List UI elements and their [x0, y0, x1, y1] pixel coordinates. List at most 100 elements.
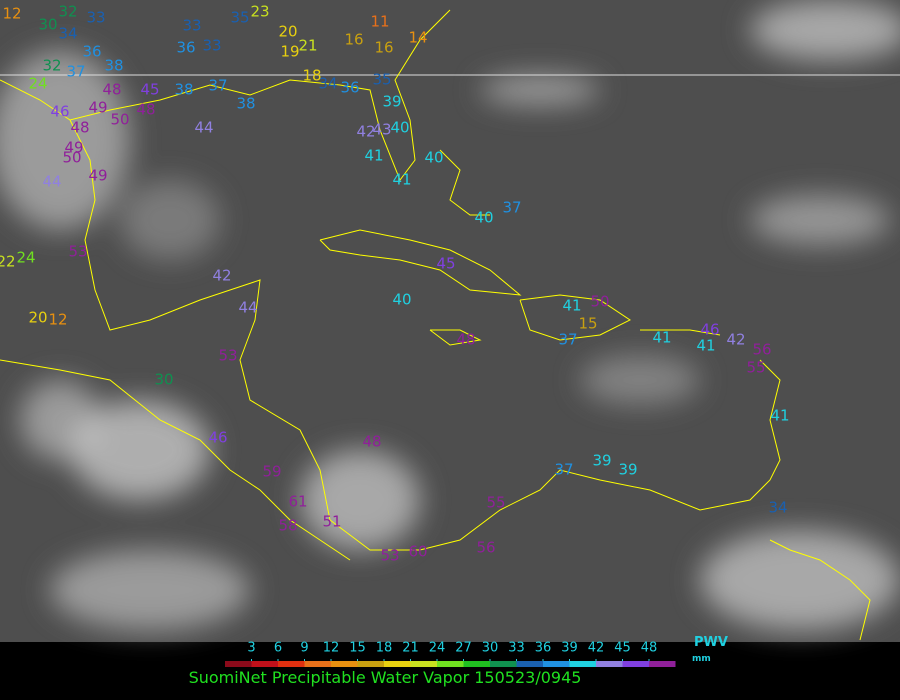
station-value: 20 [28, 309, 47, 327]
station-value: 41 [770, 407, 789, 425]
station-value: 49 [88, 167, 107, 185]
station-value: 49 [88, 99, 107, 117]
station-value: 38 [174, 81, 193, 99]
station-value: 33 [202, 37, 221, 55]
station-value: 42 [726, 331, 745, 349]
colorbar-segment [331, 661, 358, 667]
colorbar-segment [304, 661, 331, 667]
colorbar-segment [622, 661, 649, 667]
station-value: 46 [700, 321, 719, 339]
legend-tick-label: 21 [402, 641, 419, 656]
station-value: 30 [38, 16, 57, 34]
station-value: 24 [16, 249, 35, 267]
station-value: 55 [486, 494, 505, 512]
legend-tick-label: 3 [247, 641, 255, 656]
station-value: 40 [390, 119, 409, 137]
station-value: 45 [436, 255, 455, 273]
colorbar-segment [490, 661, 517, 667]
station-value: 48 [362, 433, 381, 451]
station-value: 61 [288, 493, 307, 511]
colorbar-segment [463, 661, 490, 667]
station-value: 58 [278, 517, 297, 535]
clouds [0, 0, 900, 630]
legend-tick-label: 42 [588, 641, 605, 656]
satellite-image [0, 0, 900, 642]
station-value: 22 [0, 253, 16, 271]
station-value: 37 [554, 461, 573, 479]
station-value: 39 [618, 461, 637, 479]
station-value: 15 [578, 315, 597, 333]
colorbar-segment [516, 661, 543, 667]
station-value: 51 [322, 513, 341, 531]
station-value: 30 [154, 371, 173, 389]
colorbar-segment [569, 661, 596, 667]
station-value: 49 [64, 139, 83, 157]
station-value: 34 [768, 499, 787, 517]
station-value: 50 [590, 293, 609, 311]
station-value: 55 [746, 359, 765, 377]
station-value: 34 [318, 75, 337, 93]
station-value: 41 [562, 297, 581, 315]
colorbar-segment [225, 661, 252, 667]
station-value: 48 [102, 81, 121, 99]
station-value: 45 [140, 81, 159, 99]
station-value: 53 [380, 547, 399, 565]
station-value: 44 [238, 299, 257, 317]
station-value: 38 [236, 95, 255, 113]
station-value: 23 [250, 3, 269, 21]
station-value: 56 [476, 539, 495, 557]
station-value: 48 [70, 119, 89, 137]
station-value: 33 [182, 17, 201, 35]
station-value: 60 [408, 543, 427, 561]
station-value: 20 [278, 23, 297, 41]
colorbar-segment [543, 661, 570, 667]
legend-unit-sub: mm [692, 654, 711, 664]
legend-unit: PWV [694, 635, 728, 650]
legend-tick-label: 48 [641, 641, 658, 656]
station-value: 11 [370, 13, 389, 31]
colorbar-segment [384, 661, 411, 667]
station-value: 48 [456, 331, 475, 349]
station-value: 16 [344, 31, 363, 49]
colorbar-segment [251, 661, 278, 667]
station-value: 37 [502, 199, 521, 217]
coastlines [0, 9, 871, 641]
station-value: 36 [340, 79, 359, 97]
station-value: 14 [408, 29, 427, 47]
station-value: 53 [68, 243, 87, 261]
legend: PWV mm 3 6 9 12 15 18 21 24 27 30 33 36 39 42 45 48 [225, 635, 728, 667]
station-value: 53 [218, 347, 237, 365]
station-value: 37 [66, 63, 85, 81]
station-value: 12 [48, 311, 67, 329]
legend-tick-label: 36 [535, 641, 552, 656]
station-value: 16 [374, 39, 393, 57]
station-value: 40 [424, 149, 443, 167]
colorbar-segment [649, 661, 676, 667]
legend-tick-label: 6 [274, 641, 282, 656]
station-value: 37 [208, 77, 227, 95]
station-value: 32 [58, 3, 77, 21]
station-value: 35 [230, 9, 249, 27]
legend-tick-label: 12 [323, 641, 340, 656]
station-value: 40 [392, 291, 411, 309]
legend-tick-label: 39 [561, 641, 578, 656]
station-value: 44 [194, 119, 213, 137]
station-value: 42 [356, 123, 375, 141]
station-value: 39 [382, 93, 401, 111]
legend-tick-label: 45 [614, 641, 631, 656]
legend-tick-label: 15 [349, 641, 366, 656]
station-value: 33 [86, 9, 105, 27]
station-value: 34 [58, 25, 77, 43]
legend-tick-label: 27 [455, 641, 472, 656]
station-value: 18 [302, 67, 321, 85]
station-value: 39 [592, 452, 611, 470]
station-value: 42 [212, 267, 231, 285]
station-value: 40 [474, 209, 493, 227]
station-value: 24 [28, 75, 47, 93]
station-value: 46 [50, 103, 69, 121]
colorbar-segment [278, 661, 305, 667]
station-value: 59 [262, 463, 281, 481]
colorbar-segment [410, 661, 437, 667]
station-value: 35 [372, 71, 391, 89]
